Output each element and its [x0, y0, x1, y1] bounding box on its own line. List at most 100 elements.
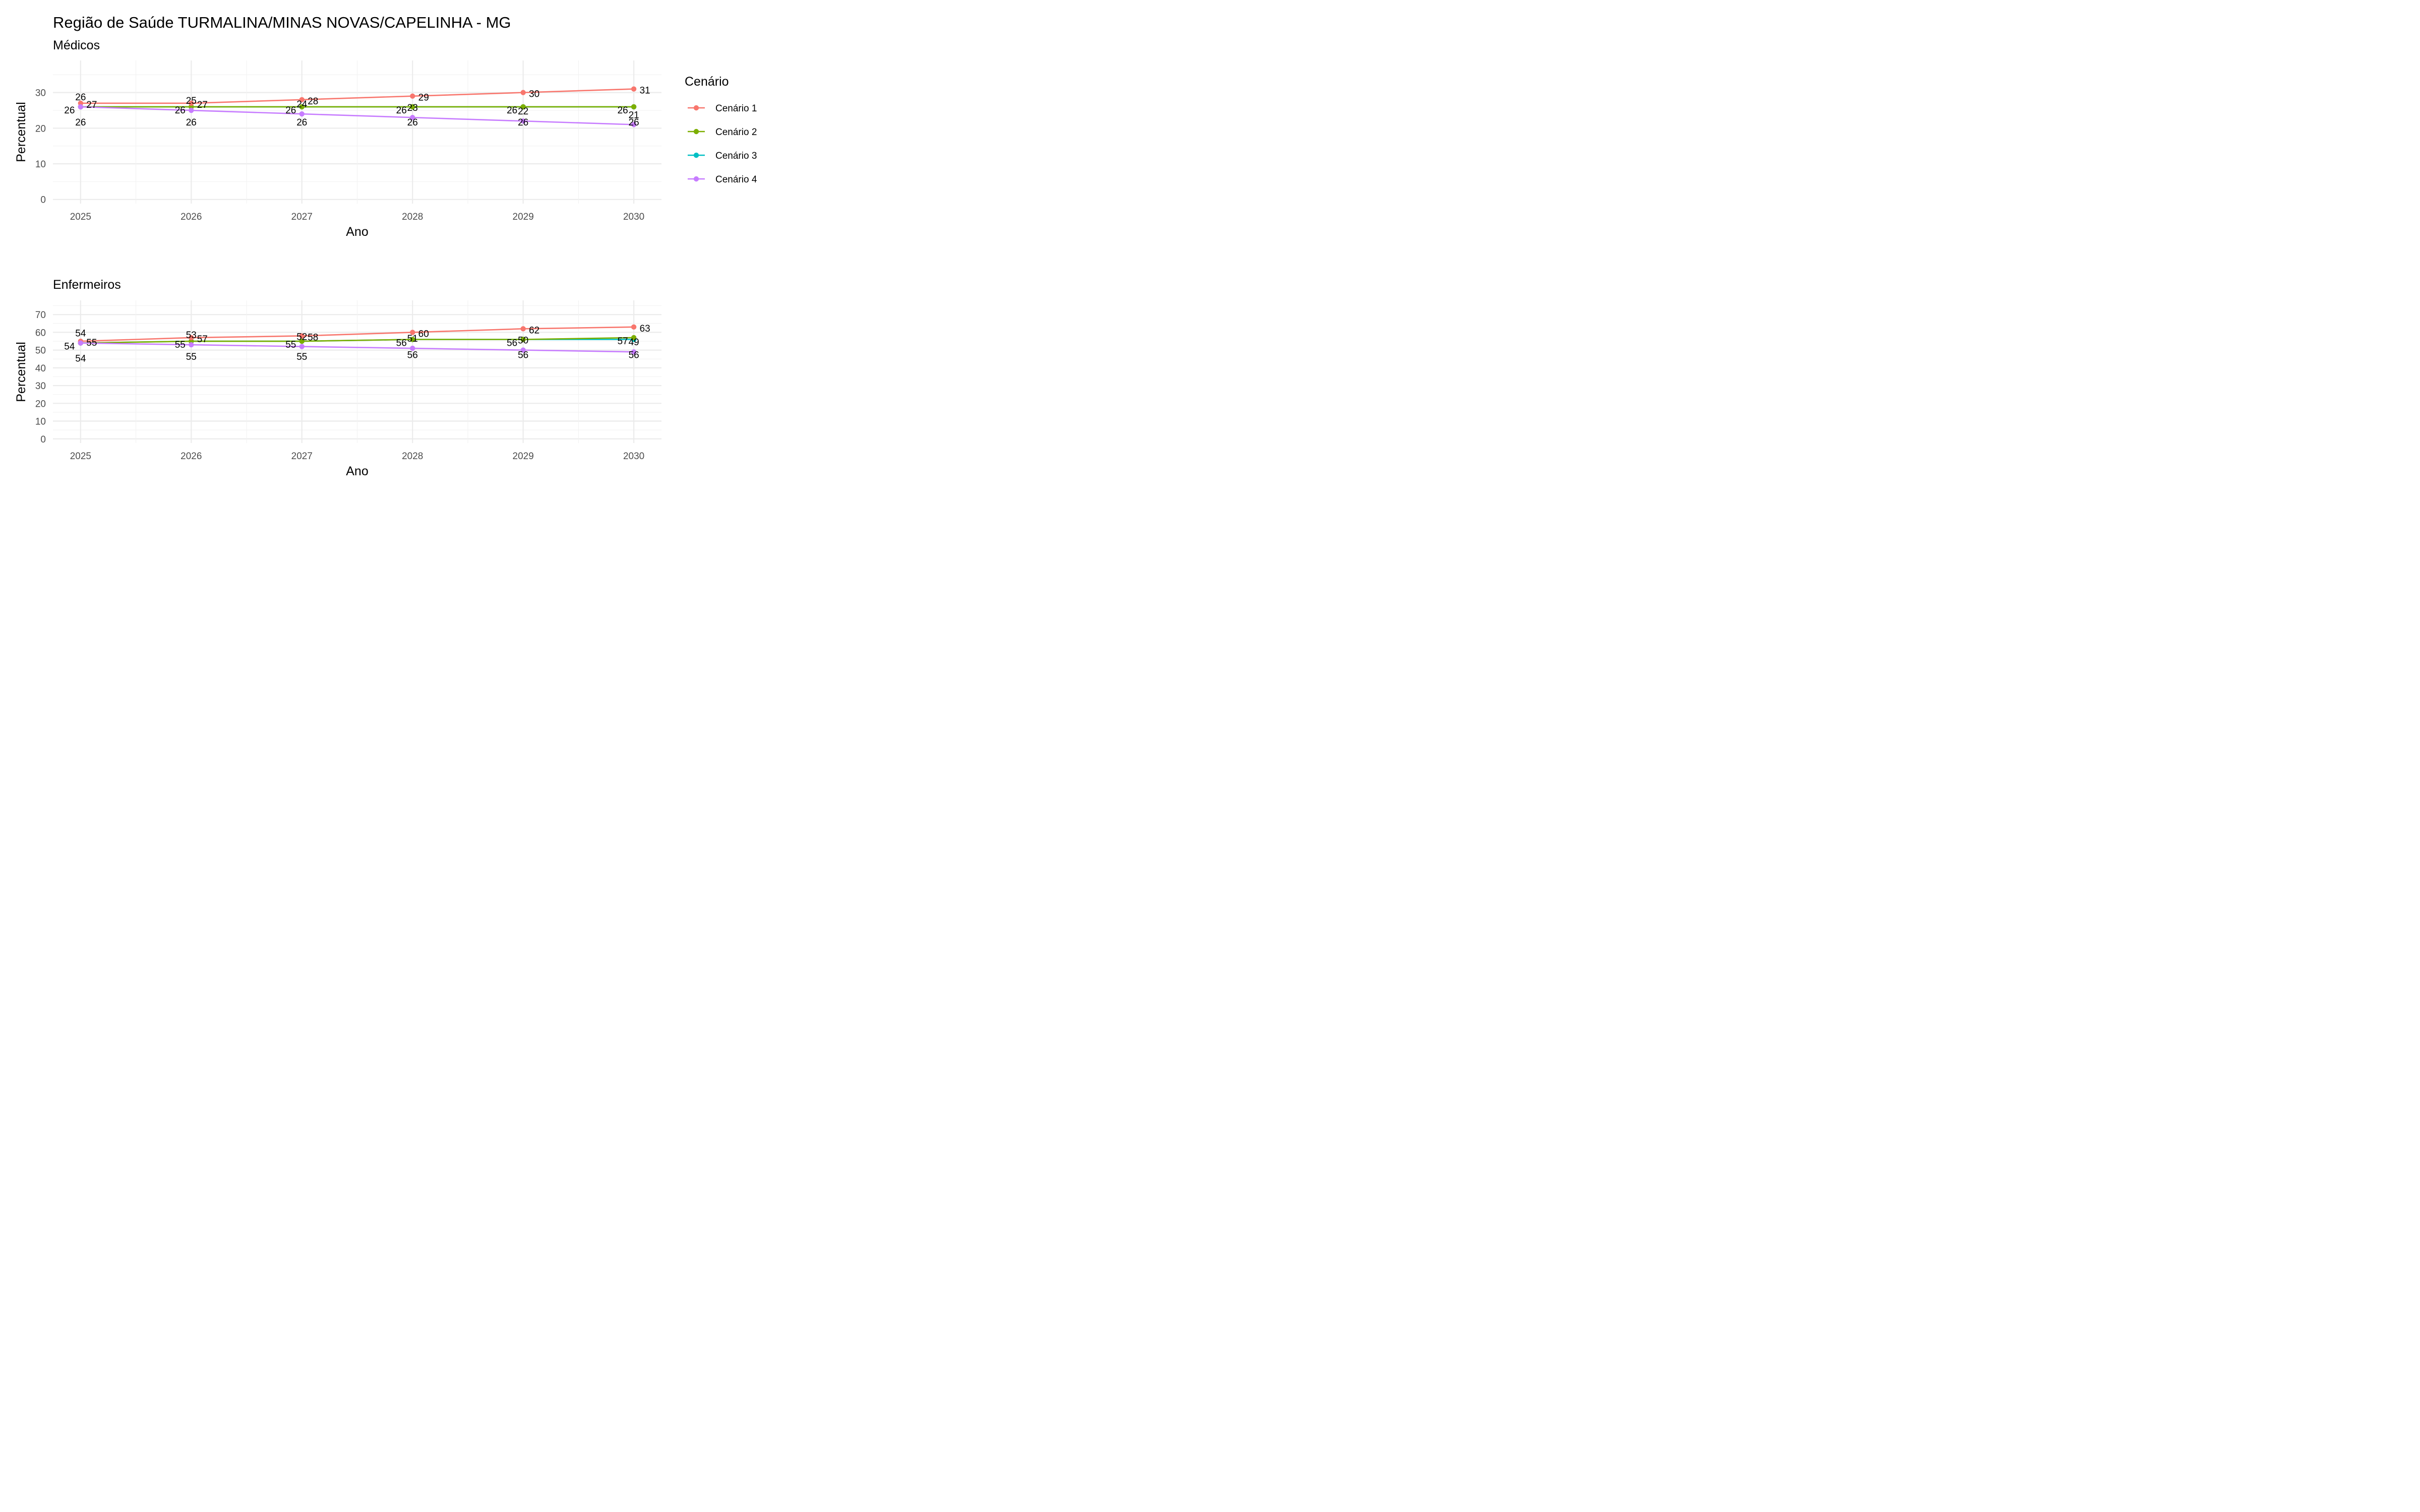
- data-label: 49: [629, 337, 639, 348]
- data-point: [189, 335, 194, 341]
- legend-key-point: [693, 129, 699, 135]
- data-label: 50: [518, 336, 528, 346]
- data-label: 55: [175, 340, 186, 350]
- data-point: [410, 104, 415, 110]
- legend-key-point: [693, 152, 699, 158]
- data-label: 55: [285, 340, 296, 350]
- legend-entry-label: Cenário 2: [715, 127, 757, 138]
- legend-entry-label: Cenário 4: [715, 174, 757, 185]
- data-label: 26: [64, 105, 75, 116]
- y-tick-label: 40: [35, 363, 46, 374]
- legend-entry-label: Cenário 3: [715, 151, 757, 161]
- data-point: [631, 122, 637, 128]
- data-label: 55: [186, 352, 197, 362]
- data-point: [189, 107, 194, 113]
- x-axis-title: Ano: [346, 464, 368, 478]
- data-label: 56: [518, 350, 528, 360]
- data-point: [520, 104, 526, 110]
- panel-subtitle: Médicos: [53, 38, 100, 52]
- data-label: 54: [75, 329, 86, 339]
- x-tick-label: 2026: [180, 451, 202, 462]
- data-label: 56: [407, 350, 418, 360]
- data-label: 21: [629, 110, 639, 120]
- x-tick-label: 2027: [291, 212, 313, 222]
- data-point: [299, 111, 305, 117]
- y-tick-label: 10: [35, 417, 46, 427]
- y-tick-label: 0: [40, 434, 46, 445]
- data-label: 22: [518, 106, 528, 117]
- series-line: [80, 88, 634, 104]
- data-point: [299, 104, 305, 110]
- data-point: [520, 326, 526, 332]
- data-point: [78, 104, 84, 110]
- data-point: [410, 114, 415, 120]
- panel-subtitle: Enfermeiros: [53, 278, 121, 292]
- data-label: 57: [618, 336, 628, 347]
- data-label: 26: [396, 105, 407, 116]
- data-label: 63: [640, 324, 650, 334]
- data-label: 26: [518, 117, 528, 128]
- data-point: [631, 86, 637, 92]
- x-tick-label: 2025: [70, 451, 91, 462]
- y-axis-title: Percentual: [14, 342, 28, 402]
- data-point: [410, 345, 415, 351]
- data-point: [520, 118, 526, 124]
- x-tick-label: 2028: [402, 451, 423, 462]
- chart-title: Região de Saúde TURMALINA/MINAS NOVAS/CA…: [53, 14, 511, 31]
- data-label: 26: [75, 117, 86, 128]
- data-label: 56: [507, 338, 517, 348]
- series-line: [80, 342, 634, 353]
- data-label: 23: [407, 103, 418, 113]
- data-point: [189, 100, 194, 106]
- data-label: 31: [640, 86, 650, 96]
- x-tick-label: 2025: [70, 212, 91, 222]
- data-label: 55: [296, 352, 307, 362]
- data-point: [520, 90, 526, 95]
- y-axis-title: Percentual: [14, 102, 28, 162]
- data-point: [631, 324, 637, 330]
- data-point: [410, 337, 415, 342]
- y-tick-label: 20: [35, 123, 46, 134]
- legend-title: Cenário: [685, 75, 729, 89]
- data-label: 26: [285, 105, 296, 116]
- data-label: 29: [418, 93, 429, 103]
- data-label: 62: [529, 325, 539, 336]
- data-label: 26: [629, 117, 639, 128]
- data-label: 54: [64, 342, 75, 352]
- legend-key-point: [693, 105, 699, 111]
- data-point: [78, 340, 84, 346]
- data-point: [299, 97, 305, 102]
- data-point: [631, 104, 637, 110]
- data-point: [520, 347, 526, 353]
- data-point: [299, 333, 305, 339]
- data-label: 54: [75, 354, 86, 364]
- data-label: 55: [86, 338, 97, 348]
- data-label: 26: [407, 117, 418, 128]
- data-label: 56: [629, 350, 639, 360]
- y-tick-label: 30: [35, 88, 46, 99]
- data-point: [410, 93, 415, 99]
- data-point: [631, 349, 637, 355]
- data-label: 26: [175, 105, 186, 116]
- x-tick-label: 2030: [623, 212, 644, 222]
- data-point: [410, 330, 415, 335]
- series-line: [80, 106, 634, 125]
- data-point: [299, 338, 305, 344]
- data-label: 60: [418, 329, 429, 339]
- x-axis-title: Ano: [346, 225, 368, 239]
- data-label: 27: [86, 100, 97, 110]
- y-tick-label: 50: [35, 346, 46, 356]
- grid: [53, 300, 661, 443]
- x-tick-label: 2028: [402, 212, 423, 222]
- grid: [53, 60, 661, 204]
- data-label: 28: [308, 96, 318, 107]
- data-label: 27: [197, 100, 208, 110]
- data-label: 57: [197, 334, 208, 345]
- legend: Cenário Cenário 1 Cenário 2 Cenário 3 Cenár…: [685, 75, 757, 185]
- data-label: 53: [186, 330, 197, 341]
- data-label: 58: [308, 332, 318, 343]
- data-label: 26: [75, 92, 86, 103]
- data-label: 26: [186, 117, 197, 128]
- data-point: [189, 342, 194, 348]
